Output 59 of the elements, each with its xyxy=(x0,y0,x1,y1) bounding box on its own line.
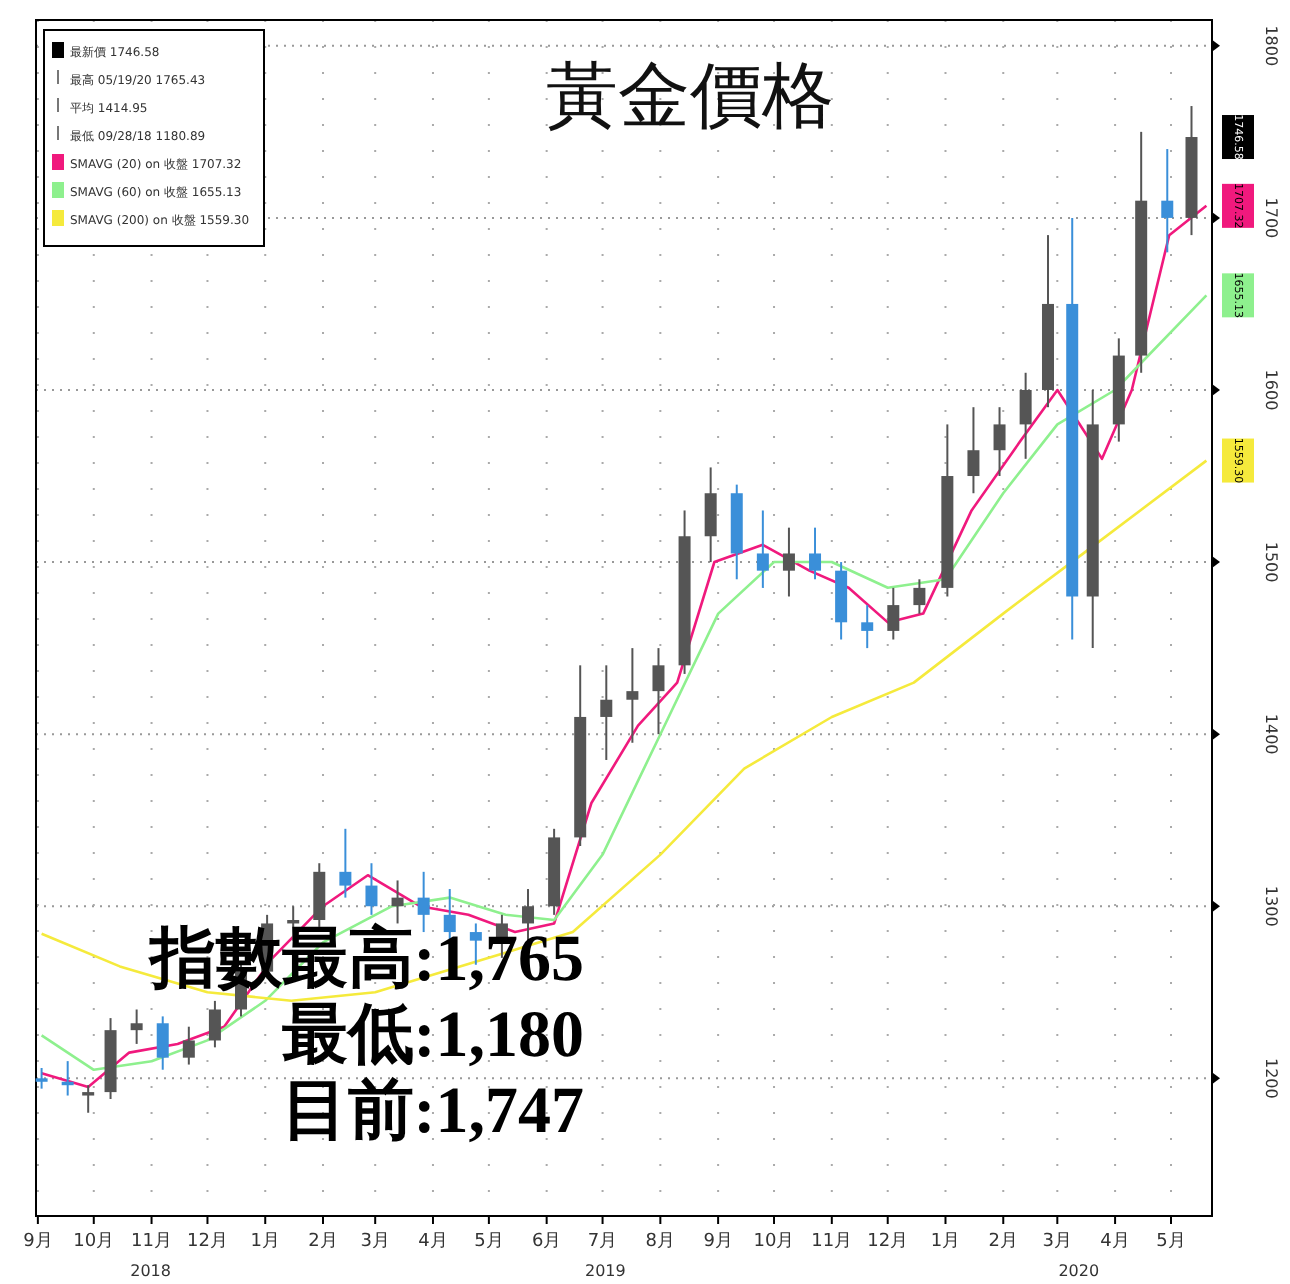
candlestick xyxy=(82,1084,95,1114)
candlestick xyxy=(756,509,769,589)
candlestick xyxy=(365,862,378,916)
x-tick-label: 11月 xyxy=(131,1232,172,1252)
x-tick-label: 8月 xyxy=(645,1232,676,1252)
x-tick-label: 4月 xyxy=(418,1232,448,1252)
x-tick-label: 1月 xyxy=(250,1232,280,1252)
x-tick-label: 3月 xyxy=(1042,1232,1073,1252)
candlestick xyxy=(704,466,717,564)
candlestick xyxy=(887,586,900,641)
text: 2020 xyxy=(1058,1262,1100,1280)
candlestick xyxy=(993,406,1006,478)
y-tick-label: 1600 xyxy=(1261,369,1280,411)
candlestick xyxy=(782,526,795,598)
candlestick xyxy=(913,578,926,615)
candlestick xyxy=(861,604,874,650)
x-tick-label: 6月 xyxy=(531,1232,562,1252)
line-series xyxy=(40,459,1208,1003)
x-tick-label: 10月 xyxy=(73,1232,115,1252)
candlestick xyxy=(626,647,639,744)
candlestick xyxy=(156,1015,169,1071)
x-tick-label: 12月 xyxy=(187,1232,228,1252)
text: 2019 xyxy=(585,1262,626,1280)
candlestick xyxy=(391,879,404,925)
x-tick-label: 2月 xyxy=(988,1232,1018,1252)
candlestick xyxy=(652,647,665,736)
x-tick-label: 9月 xyxy=(703,1232,733,1252)
y-tick-label: 1500 xyxy=(1261,541,1280,583)
x-tick-label: 2月 xyxy=(308,1232,338,1252)
x-tick-label: 1月 xyxy=(930,1232,961,1252)
x-tick-label: 12月 xyxy=(867,1232,909,1252)
candlestick xyxy=(208,999,221,1049)
y-tick-label: 1400 xyxy=(1261,713,1280,755)
candlestick xyxy=(182,1025,195,1066)
candlestick xyxy=(35,1067,48,1090)
candlestick xyxy=(1019,371,1032,460)
x-tick-label: 5月 xyxy=(1156,1232,1186,1252)
x-tick-label: 7月 xyxy=(587,1232,618,1252)
annotation: 最低:1,180 xyxy=(281,1000,584,1072)
candlestick xyxy=(600,664,613,761)
candlestick xyxy=(339,827,352,899)
y-tick-label: 1300 xyxy=(1261,885,1280,927)
x-tick-label: 3月 xyxy=(360,1232,390,1252)
candlestick xyxy=(130,1008,143,1045)
annotation: 目前:1,747 xyxy=(281,1076,584,1148)
x-tick-label: 9月 xyxy=(23,1232,53,1252)
y-tick-label: 1800 xyxy=(1261,25,1280,67)
y-tick-label: 1200 xyxy=(1261,1057,1280,1099)
x-tick-label: 11月 xyxy=(811,1232,853,1252)
candlestick xyxy=(1161,148,1174,254)
y-tick-label: 1700 xyxy=(1261,197,1280,239)
candlestick xyxy=(967,406,980,495)
x-tick-label: 5月 xyxy=(474,1232,504,1252)
candlestick xyxy=(417,870,430,934)
text: 黃金價格 xyxy=(546,56,834,138)
text: 2018 xyxy=(130,1262,171,1280)
candlestick xyxy=(809,526,822,581)
x-tick-label: 10月 xyxy=(753,1232,795,1252)
x-tick-label: 4月 xyxy=(1100,1232,1130,1252)
